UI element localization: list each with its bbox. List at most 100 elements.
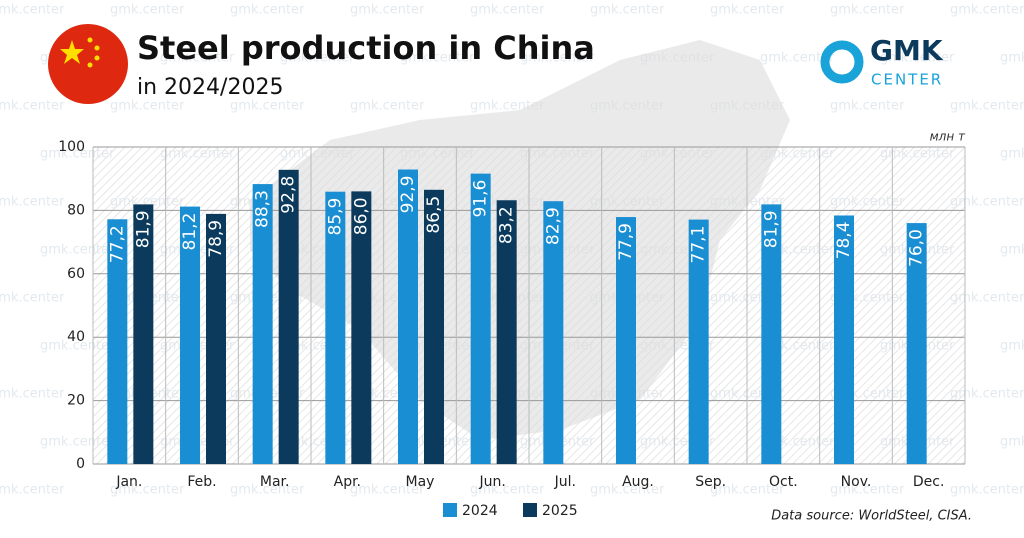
watermark: gmk.center xyxy=(830,483,905,498)
watermark: gmk.center xyxy=(1000,435,1024,450)
x-tick-label: Sep. xyxy=(695,474,726,490)
watermark: gmk.center xyxy=(950,195,1024,210)
watermark: gmk.center xyxy=(950,99,1024,114)
x-tick-label: Dec. xyxy=(913,474,945,490)
bar xyxy=(180,206,200,464)
logo-main: GMK xyxy=(870,34,944,67)
watermark: gmk.center xyxy=(0,291,65,306)
bar xyxy=(496,200,517,465)
data-label: 86,0 xyxy=(351,197,371,235)
y-tick-label: 20 xyxy=(67,393,85,409)
watermark: gmk.center xyxy=(350,3,425,18)
watermark: gmk.center xyxy=(0,195,65,210)
bar xyxy=(351,191,372,464)
flag xyxy=(48,24,128,104)
bar xyxy=(470,173,491,465)
bar xyxy=(325,191,346,464)
y-tick-label: 0 xyxy=(76,456,85,472)
data-label: 91,6 xyxy=(471,180,491,218)
data-label: 85,9 xyxy=(325,198,345,236)
watermark: gmk.center xyxy=(110,99,185,114)
x-tick-label: Mar. xyxy=(260,474,290,490)
bar xyxy=(688,219,709,464)
bar xyxy=(424,189,444,465)
x-tick-label: Nov. xyxy=(841,474,872,490)
logo-sub: CENTER xyxy=(871,71,943,89)
x-tick-label: May xyxy=(406,474,435,490)
watermark: gmk.center xyxy=(0,483,65,498)
chart-subtitle: in 2024/2025 xyxy=(137,75,283,100)
bar xyxy=(906,223,927,464)
data-label: 81,9 xyxy=(761,210,781,248)
bar xyxy=(107,219,128,464)
x-tick-label: Apr. xyxy=(334,474,361,490)
watermark: gmk.center xyxy=(590,3,665,18)
watermark: gmk.center xyxy=(1000,339,1024,354)
x-tick-label: Jul. xyxy=(554,474,576,490)
bar xyxy=(206,213,226,464)
y-tick-label: 60 xyxy=(67,266,85,282)
watermark: gmk.center xyxy=(710,3,785,18)
x-tick-label: Feb. xyxy=(187,474,216,490)
chart-title: Steel production in China xyxy=(137,29,595,67)
watermark: gmk.center xyxy=(470,3,545,18)
legend-label: 2025 xyxy=(542,503,578,519)
watermark: gmk.center xyxy=(950,3,1024,18)
y-tick-label: 100 xyxy=(58,139,85,155)
watermark: gmk.center xyxy=(0,3,65,18)
bar xyxy=(834,215,854,464)
watermark: gmk.center xyxy=(830,3,905,18)
watermark: gmk.center xyxy=(110,3,185,18)
y-tick-label: 80 xyxy=(67,202,85,218)
watermark: gmk.center xyxy=(830,99,905,114)
watermark: gmk.center xyxy=(520,51,595,66)
watermark: gmk.center xyxy=(280,51,355,66)
data-label: 92,9 xyxy=(398,176,418,214)
bar xyxy=(133,204,154,464)
data-label: 81,2 xyxy=(180,213,200,251)
watermark: gmk.center xyxy=(0,387,65,402)
data-label: 83,2 xyxy=(497,206,517,244)
watermark: gmk.center xyxy=(230,99,305,114)
data-label: 78,9 xyxy=(206,220,226,258)
data-label: 76,0 xyxy=(907,229,927,267)
x-tick-label: Aug. xyxy=(622,474,654,490)
watermark: gmk.center xyxy=(1000,147,1024,162)
bar xyxy=(761,204,782,464)
watermark: gmk.center xyxy=(0,99,65,114)
watermark: gmk.center xyxy=(470,483,545,498)
watermark: gmk.center xyxy=(160,51,235,66)
y-tick-label: 40 xyxy=(67,329,85,345)
watermark: gmk.center xyxy=(950,483,1024,498)
bar xyxy=(616,217,636,464)
watermark: gmk.center xyxy=(230,3,305,18)
watermark: gmk.center xyxy=(760,51,835,66)
watermark: gmk.center xyxy=(1000,243,1024,258)
bar xyxy=(398,169,418,464)
data-label: 86,5 xyxy=(424,196,444,234)
bar xyxy=(278,169,299,464)
x-tick-label: Jun. xyxy=(479,474,506,490)
data-label: 81,9 xyxy=(133,210,153,248)
data-label: 78,4 xyxy=(834,221,854,259)
unit-label: млн т xyxy=(930,130,966,144)
map-silhouette xyxy=(250,40,790,440)
legend-label: 2024 xyxy=(462,503,498,519)
watermark: gmk.center xyxy=(950,387,1024,402)
data-label: 88,3 xyxy=(253,190,273,228)
legend-swatch xyxy=(523,503,537,517)
watermark: gmk.center xyxy=(950,291,1024,306)
logo: GMK CENTER xyxy=(820,34,944,89)
data-label: 92,8 xyxy=(279,176,299,214)
watermark: gmk.center xyxy=(880,51,955,66)
bar xyxy=(252,184,273,465)
data-label: 77,2 xyxy=(107,225,127,263)
watermark: gmk.center xyxy=(590,483,665,498)
bar xyxy=(543,201,564,464)
data-label: 77,9 xyxy=(616,223,636,261)
legend-swatch xyxy=(443,503,457,517)
watermark: gmk.center xyxy=(710,483,785,498)
watermark: gmk.center xyxy=(110,483,185,498)
data-label: 77,1 xyxy=(689,226,709,264)
